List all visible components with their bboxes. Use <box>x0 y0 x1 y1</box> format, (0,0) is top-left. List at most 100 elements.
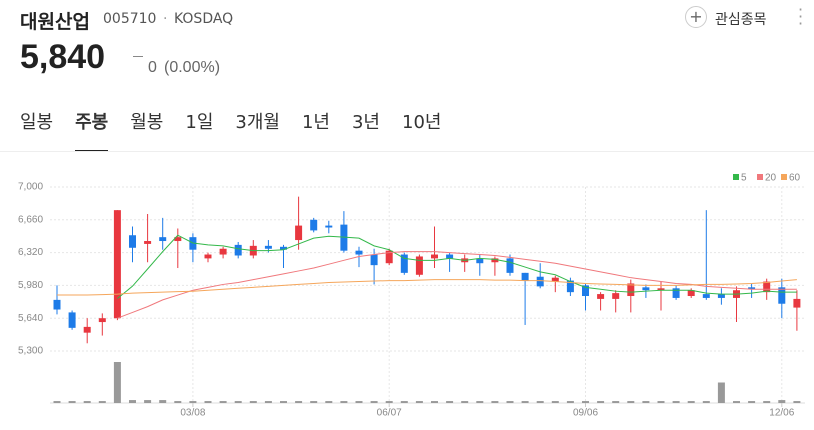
volume-bar <box>536 401 544 403</box>
candle-body <box>385 250 393 264</box>
separator: · <box>163 11 168 27</box>
candle-body <box>415 256 423 275</box>
volume-bar <box>159 400 167 403</box>
change-pct: (0.00%) <box>164 59 221 76</box>
volume-bar <box>566 401 574 403</box>
tab[interactable]: 일봉 <box>20 112 54 133</box>
tab[interactable]: 1일 <box>185 112 214 133</box>
flat-icon <box>133 56 143 57</box>
tab[interactable]: 3년 <box>351 112 380 133</box>
candle-body <box>491 258 499 263</box>
ma-line <box>117 234 797 299</box>
volume-bar <box>657 401 665 403</box>
change: 0 <box>148 59 157 76</box>
candle-body <box>68 312 76 328</box>
volume-bar <box>370 401 378 403</box>
volume-bar <box>174 401 182 403</box>
candle-body <box>174 237 182 242</box>
favorite-button[interactable]: 관심종목 <box>715 12 767 28</box>
candle-body <box>657 288 665 291</box>
y-tick-label: 5,300 <box>18 346 43 357</box>
candle-body <box>325 225 333 228</box>
candle-body <box>793 298 801 308</box>
price: 5,840 <box>20 38 106 76</box>
volume-bar <box>506 401 514 403</box>
x-tick-label: 09/06 <box>573 408 598 419</box>
volume-bar <box>551 401 559 403</box>
y-tick-label: 7,000 <box>18 182 43 193</box>
candle-body <box>642 287 650 291</box>
candle-body <box>234 244 242 256</box>
candle-body <box>748 287 756 290</box>
add-icon[interactable]: + <box>685 6 707 28</box>
volume-bar <box>129 400 136 403</box>
legend-swatch <box>757 174 763 180</box>
market: KOSDAQ <box>174 11 234 27</box>
candle-body <box>83 326 91 333</box>
more-menu[interactable]: · · · <box>798 0 804 33</box>
candle-body <box>506 258 514 273</box>
candle-body <box>129 235 136 248</box>
candle-body <box>717 294 725 298</box>
tab[interactable]: 3개월 <box>235 112 280 133</box>
candle-body <box>159 237 167 242</box>
volume-bar <box>264 401 272 403</box>
candle-body <box>264 245 272 249</box>
candle-body <box>431 254 438 259</box>
candle-body <box>53 299 61 310</box>
volume-bar <box>612 401 620 403</box>
volume-bar <box>763 401 771 403</box>
volume-bar <box>733 401 740 403</box>
volume-bar <box>355 401 363 403</box>
ma-line <box>57 279 797 296</box>
candle-body <box>355 250 363 255</box>
volume-bar <box>53 401 61 403</box>
volume-bar <box>627 401 635 403</box>
y-tick-label: 5,980 <box>18 280 43 291</box>
volume-bar <box>144 400 152 403</box>
volume-bar <box>642 401 650 403</box>
candle-body <box>687 290 695 297</box>
legend-swatch <box>781 174 787 180</box>
volume-bar <box>491 401 499 403</box>
candle-body <box>476 258 484 264</box>
volume-bar <box>219 401 227 403</box>
tab[interactable]: 월봉 <box>130 112 164 133</box>
volume-bar <box>249 401 257 403</box>
candle-body <box>551 277 559 282</box>
volume-bar <box>189 401 197 403</box>
volume-bar <box>582 401 589 403</box>
y-tick-label: 5,640 <box>18 313 43 324</box>
legend-label: 60 <box>789 173 801 184</box>
period-tabs: 일봉 주봉 월봉 1일 3개월 1년 3년 10년 <box>20 108 463 152</box>
candle-body <box>672 288 680 298</box>
candle-body <box>219 248 227 255</box>
y-tick-label: 6,320 <box>18 247 43 258</box>
volume-bar <box>325 401 333 403</box>
tab[interactable]: 10년 <box>402 112 442 133</box>
candle-body <box>370 254 378 266</box>
tab[interactable]: 1년 <box>301 112 330 133</box>
candle-body <box>612 293 620 299</box>
volume-bar <box>672 401 680 403</box>
volume-bar <box>280 401 287 403</box>
volume-bar <box>778 400 786 403</box>
volume-bar <box>702 401 710 403</box>
candle-body <box>98 318 106 323</box>
candle-body <box>310 219 318 231</box>
volume-bar <box>793 401 801 403</box>
candle-body <box>400 254 408 273</box>
candle-body <box>566 280 574 293</box>
volume-bar <box>310 401 318 403</box>
legend-label: 5 <box>741 173 747 184</box>
x-tick-label: 12/06 <box>769 408 794 419</box>
volume-bar <box>295 401 303 403</box>
candle-body <box>521 272 529 281</box>
legend-label: 20 <box>765 173 777 184</box>
candle-body <box>295 225 303 241</box>
volume-bar <box>476 401 484 403</box>
volume-bar <box>521 401 529 403</box>
volume-bar <box>415 401 423 403</box>
